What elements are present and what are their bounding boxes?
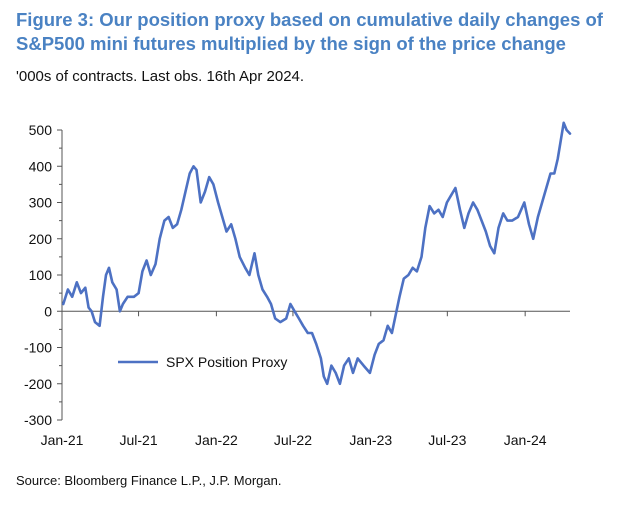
- y-tick-label: -100: [24, 340, 52, 356]
- y-tick-label: 400: [29, 158, 53, 174]
- x-tick-label: Jan-23: [349, 432, 392, 448]
- legend-label: SPX Position Proxy: [166, 354, 287, 370]
- y-tick-label: 100: [29, 267, 53, 283]
- chart-subtitle: '000s of contracts. Last obs. 16th Apr 2…: [16, 68, 305, 85]
- axes: [57, 129, 570, 421]
- x-tick-label: Jul-23: [428, 432, 466, 448]
- tick-labels: -300 -200 -100 0 100 200 300 400 500 Jan-21 Jul-21…: [24, 122, 547, 448]
- chart-canvas: -300 -200 -100 0 100 200 300 400 500 Jan-21 Jul-21…: [24, 121, 572, 448]
- y-tick-label: -300: [24, 412, 52, 428]
- x-tick-label: Jul-22: [274, 432, 312, 448]
- x-tick-label: Jan-24: [504, 432, 547, 448]
- x-tick-label: Jan-21: [41, 432, 84, 448]
- y-tick-label: 500: [29, 122, 53, 138]
- y-tick-label: 200: [29, 231, 53, 247]
- series-group: [62, 121, 572, 386]
- y-tick-label: 0: [44, 303, 52, 319]
- source-note: Source: Bloomberg Finance L.P., J.P. Mor…: [16, 473, 282, 488]
- chart-title: Figure 3: Our position proxy based on cu…: [16, 9, 603, 54]
- x-tick-label: Jan-22: [195, 432, 238, 448]
- y-tick-label: -200: [24, 376, 52, 392]
- x-tick-label: Jul-21: [119, 432, 157, 448]
- y-tick-label: 300: [29, 195, 53, 211]
- legend: SPX Position Proxy: [118, 354, 287, 370]
- series-line: [62, 121, 572, 386]
